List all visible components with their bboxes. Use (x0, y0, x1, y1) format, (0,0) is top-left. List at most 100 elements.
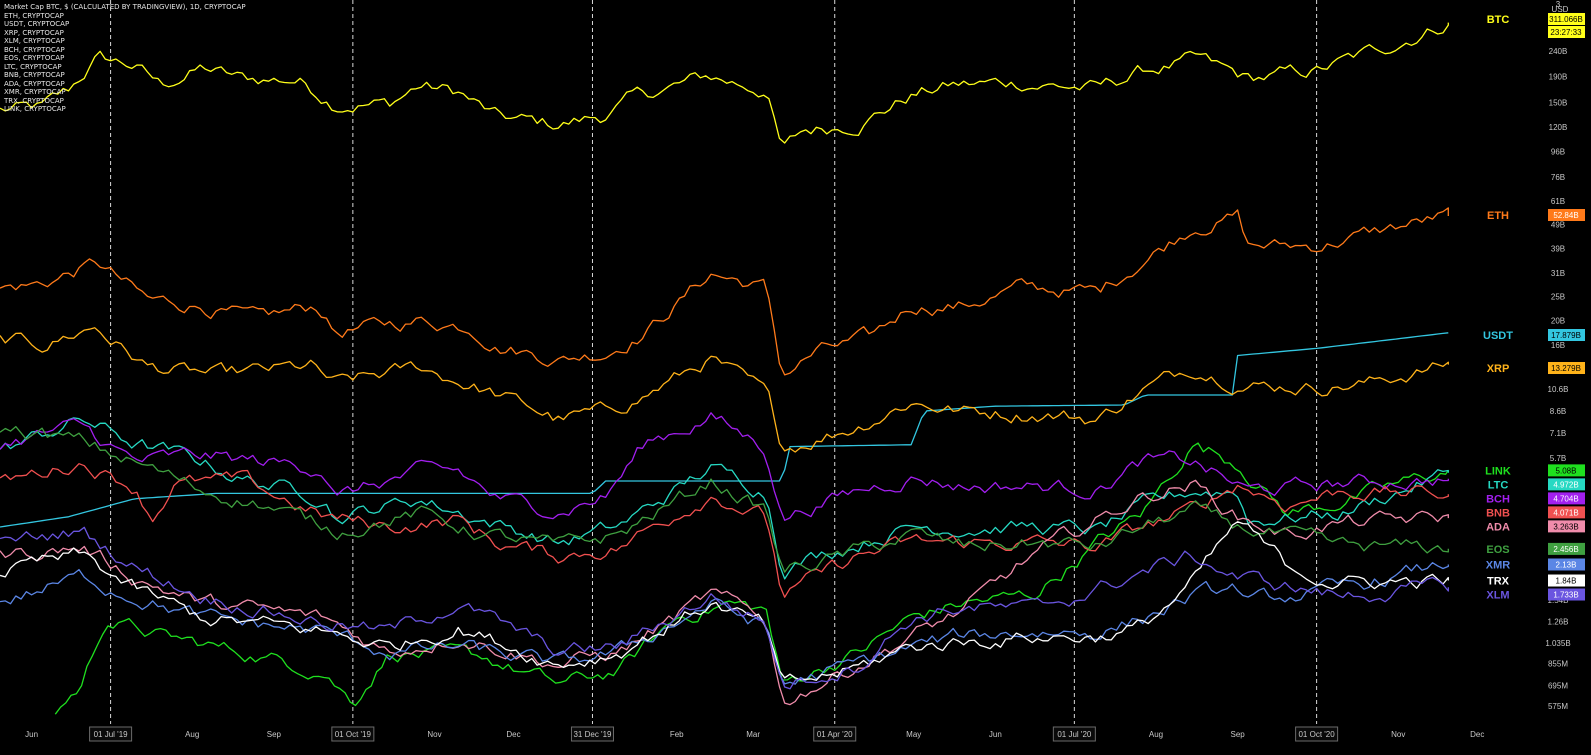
series-name-label-usdt: USDT (1483, 330, 1513, 342)
legend-entry: LTC, CRYPTOCAP (4, 62, 62, 71)
series-line-ada (0, 479, 1449, 706)
x-tick-label: Aug (1149, 730, 1163, 739)
series-line-bnb (0, 463, 1449, 598)
y-tick-label: 8.6B (1550, 407, 1566, 416)
legend-entry: BNB, CRYPTOCAP (4, 71, 65, 79)
last-value-label-bnb: 4.071B (1553, 508, 1578, 517)
x-tick-label: 01 Oct '19 (335, 730, 372, 739)
series-group (0, 22, 1449, 715)
last-value-label-usdt: 17.879B (1551, 331, 1581, 340)
series-name-label-bnb: BNB (1486, 507, 1510, 519)
x-tick-label: Feb (670, 730, 684, 739)
price-axis-background (1524, 0, 1591, 755)
series-name-label-ada: ADA (1486, 521, 1510, 533)
series-name-label-link: LINK (1485, 465, 1511, 477)
last-value-tag-eos (1548, 542, 1585, 555)
x-tick-highlight-box (813, 726, 857, 742)
series-line-xmr (0, 562, 1449, 685)
y-tick-label: 120B (1549, 123, 1568, 132)
x-tick-label: Dec (1470, 730, 1484, 739)
legend-entry: XLM, CRYPTOCAP (4, 37, 65, 45)
x-tick-label: Nov (1391, 730, 1405, 739)
series-name-label-trx: TRX (1487, 576, 1510, 588)
y-tick-label: 16B (1551, 341, 1565, 350)
x-tick-label: Mar (746, 730, 760, 739)
x-tick-label: Dec (506, 730, 520, 739)
last-value-tag-bnb (1548, 506, 1585, 519)
last-value-tag-ada (1548, 520, 1585, 533)
y-tick-label: 1.26B (1548, 618, 1569, 627)
x-tick-label: Nov (427, 730, 441, 739)
x-tick-label: Sep (267, 730, 282, 739)
series-name-label-ltc: LTC (1488, 479, 1509, 491)
x-tick-label: Jun (989, 730, 1002, 739)
legend-entry: LINK, CRYPTOCAP (4, 105, 66, 113)
last-value-tag-xrp (1548, 362, 1585, 374)
last-value-label-btc: 311.066B (1549, 15, 1583, 24)
last-value-label-eth: 52.84B (1553, 211, 1578, 220)
x-tick-label: 01 Jul '19 (94, 730, 129, 739)
last-value-tag-eth (1548, 209, 1585, 221)
series-line-eos (0, 425, 1449, 573)
last-value-label-xlm: 1.733B (1553, 591, 1578, 600)
y-tick-label: 150B (1549, 99, 1568, 108)
last-value-label-trx: 1.84B (1556, 577, 1577, 586)
legend-entry: Market Cap BTC, $ (CALCULATED BY TRADING… (4, 3, 246, 11)
series-name-label-eth: ETH (1487, 210, 1509, 222)
x-tick-highlight-box (331, 726, 375, 742)
legend-entry: USDT, CRYPTOCAP (4, 20, 70, 28)
y-tick-label: 39B (1551, 245, 1565, 254)
series-line-usdt (0, 332, 1449, 528)
y-tick-label: 61B (1551, 197, 1565, 206)
y-tick-label: 96B (1551, 147, 1565, 156)
legend-entry: ADA, CRYPTOCAP (4, 79, 65, 88)
last-value-tag-trx (1548, 574, 1585, 587)
x-tick-highlight-box (1052, 726, 1096, 742)
last-value-tag-btc (1548, 13, 1585, 25)
last-value-tag-xlm (1548, 588, 1585, 601)
y-tick-label: 5.7B (1550, 454, 1566, 463)
x-tick-label: 01 Oct '20 (1298, 730, 1335, 739)
last-value-tag-ltc (1548, 478, 1585, 491)
legend-entry: EOS, CRYPTOCAP (4, 54, 65, 62)
series-line-trx (0, 521, 1449, 681)
y-tick-label: 855M (1548, 659, 1568, 668)
y-tick-label: 76B (1551, 173, 1565, 182)
legend-entry: TRX, CRYPTOCAP (4, 96, 64, 105)
series-name-label-bch: BCH (1486, 493, 1510, 505)
x-tick-highlight-box (570, 726, 614, 742)
last-value-tag-bch (1548, 492, 1585, 505)
last-value-tag-link (1548, 464, 1585, 477)
series-line-btc (0, 22, 1449, 144)
y-tick-label: 49B (1551, 220, 1565, 229)
y-tick-label: 10.6B (1548, 385, 1569, 394)
x-tick-label: Aug (185, 730, 199, 739)
series-name-label-xmr: XMR (1486, 559, 1511, 571)
time-axis: Jun 01 Jul '19 Aug Sep 01 Oct '19 Nov Dec 31 De… (0, 726, 1524, 755)
y-tick-label: 3 (1556, 0, 1561, 9)
countdown-label: 23:27:33 (1550, 28, 1582, 37)
y-tick-label: 31B (1551, 269, 1565, 278)
last-value-label-ada: 3.263B (1553, 522, 1578, 531)
y-tick-label: 1.035B (1545, 639, 1570, 648)
x-tick-label: May (906, 730, 921, 739)
y-tick-label: 25B (1551, 292, 1565, 301)
legend-entry: XRP, CRYPTOCAP (4, 28, 64, 37)
last-value-label-xrp: 13.279B (1551, 364, 1581, 373)
x-tick-label: 01 Jul '20 (1057, 730, 1092, 739)
series-line-xlm (0, 526, 1449, 690)
y-tick-label: 575M (1548, 702, 1568, 711)
y-tick-label: 190B (1549, 73, 1568, 82)
y-tick-label: 695M (1548, 682, 1568, 691)
series-end-labels: BTC 311.066B 23:27:33 ETH 52.84B USDT 17.879B X… (1483, 13, 1585, 602)
legend-entry: BCH, CRYPTOCAP (4, 45, 65, 54)
price-axis: USD575M695M855M1.035B1.26B1.54B3B5.7B7.1… (1524, 0, 1591, 755)
x-tick-highlight-box (1295, 726, 1339, 742)
x-tick-label: Jun (25, 730, 38, 739)
y-tick-label: 7.1B (1550, 429, 1566, 438)
y-tick-label: 20B (1551, 317, 1565, 326)
last-value-label-link: 5.08B (1556, 466, 1577, 475)
time-axis-background (0, 726, 1524, 755)
